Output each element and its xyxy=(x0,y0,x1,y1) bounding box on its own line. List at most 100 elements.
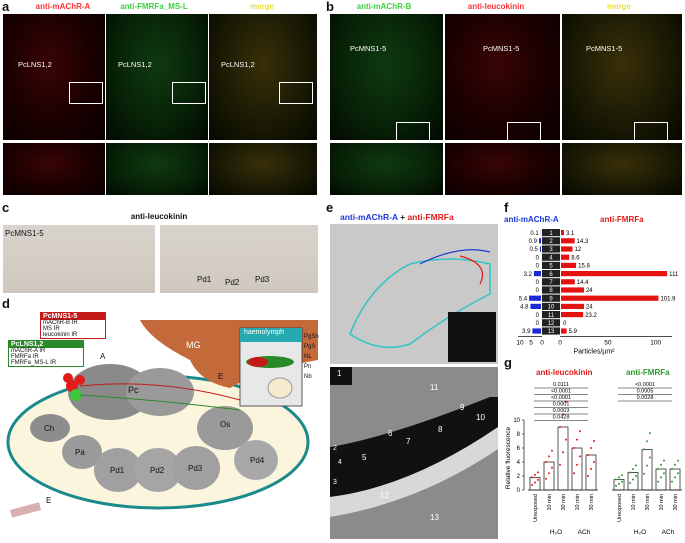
f-left-value: 0 xyxy=(536,321,540,327)
g-xcat-label: 10 min xyxy=(547,494,553,511)
panel-letter-a: a xyxy=(2,0,10,14)
f-category-label: 7 xyxy=(549,280,553,286)
g-pvalue: 0.0028 xyxy=(637,395,654,401)
f-left-bar xyxy=(530,303,541,309)
d-box-green-line-3: FMRFa_MS-L IR xyxy=(11,360,57,366)
f-category-box xyxy=(542,245,560,253)
f-right-bar xyxy=(561,303,584,309)
f-right-value: 15.8 xyxy=(578,264,590,270)
g-bar xyxy=(543,461,555,491)
g-xcat-label: 10 min xyxy=(575,494,581,511)
g-data-point xyxy=(657,480,659,483)
c-pd1: Pd1 xyxy=(197,275,212,284)
f-category-box xyxy=(542,327,560,335)
g-xcat-label: 10 min xyxy=(659,494,665,511)
b-zoom-box-1 xyxy=(396,122,430,140)
g-data-point xyxy=(621,474,623,477)
g-data-point xyxy=(576,463,578,466)
a-zoom-machr-a xyxy=(3,143,105,195)
g-data-point xyxy=(579,455,581,458)
c-image-right: Pd1 Pd2 Pd3 xyxy=(160,225,318,293)
f-right-value: 0 xyxy=(563,321,567,327)
e-em-8: 8 xyxy=(438,425,443,434)
g-data-point xyxy=(671,468,673,470)
f-right-value: 24 xyxy=(586,288,593,294)
f-left-value: 0 xyxy=(536,313,540,319)
f-xlabel: Particles/µm² xyxy=(574,349,616,356)
c-pd2: Pd2 xyxy=(225,278,240,287)
b-zoom-merge xyxy=(562,143,682,195)
f-right-value: 14.4 xyxy=(577,280,589,286)
e-em-9: 9 xyxy=(460,403,465,412)
g-pvalue: 0.0005 xyxy=(637,389,654,395)
g-xcat-label: 30 min xyxy=(645,494,651,511)
d-layer-nb: Nb xyxy=(304,374,312,380)
f-category-label: 11 xyxy=(548,313,555,319)
d-box-red: PcMNS1-5 mAChR-B IR MS IR leucokinin IR xyxy=(40,312,106,339)
d-organ-e1: E xyxy=(218,372,224,381)
g-data-point xyxy=(643,448,645,451)
g-data-point xyxy=(587,454,589,456)
f-right-bar xyxy=(561,262,577,268)
g-bar xyxy=(655,468,667,491)
d-box-green-line-2: FMRFa IR xyxy=(11,354,39,360)
g-data-point xyxy=(643,472,645,475)
g-data-point xyxy=(635,464,637,467)
f-right-value: 8.6 xyxy=(571,255,580,261)
d-layer-pgsh: PgSh xyxy=(304,334,319,340)
g-xcat-label: 10 min xyxy=(631,494,637,511)
f-category-box xyxy=(542,311,560,319)
d-organ-os: Os xyxy=(220,420,231,429)
e-micrograph-overlay xyxy=(349,249,496,362)
g-data-point xyxy=(646,440,648,443)
c-pd3: Pd3 xyxy=(255,275,270,284)
g-data-point xyxy=(545,477,547,480)
g-ytick-label: 8 xyxy=(517,432,521,438)
e-em-5: 5 xyxy=(362,453,367,462)
a-zoom-box-1 xyxy=(69,82,103,104)
a-zoom-box-3 xyxy=(279,82,313,104)
f-left-bar xyxy=(532,328,541,334)
f-right-tick: 0 xyxy=(558,340,562,347)
g-data-point xyxy=(649,456,651,459)
g-data-point xyxy=(632,478,634,481)
a-zoom-merge xyxy=(209,143,317,195)
g-xcat-label: 30 min xyxy=(589,494,595,511)
g-ylabel: Relative fluorescence xyxy=(505,427,512,490)
g-data-point xyxy=(548,472,550,475)
g-group-h2o: H₂O xyxy=(634,529,646,536)
g-bar xyxy=(557,426,569,491)
panel-letter-c: c xyxy=(2,200,10,215)
f-category-box xyxy=(542,286,560,294)
d-organ-pa: Pa xyxy=(75,448,85,457)
d-organ-mg: MG xyxy=(186,340,201,350)
g-data-point xyxy=(548,455,550,458)
f-right-bar xyxy=(561,230,564,236)
f-left-tick: 5 xyxy=(529,340,533,347)
b-label-1: PcMNS1-5 xyxy=(350,44,387,53)
f-right-value: 5.9 xyxy=(569,329,578,335)
g-ytick-label: 2 xyxy=(517,474,521,480)
g-data-point xyxy=(615,478,617,481)
g-data-point xyxy=(629,482,631,484)
f-right-bar xyxy=(561,279,575,285)
g-pvalue: <0.0001 xyxy=(635,382,655,388)
g-data-point xyxy=(618,482,620,485)
g-ytick-label: 0 xyxy=(517,488,521,494)
g-data-point xyxy=(551,466,553,469)
f-category-box xyxy=(542,319,560,327)
f-category-label: 13 xyxy=(548,329,555,335)
f-left-bar xyxy=(539,238,541,244)
b-title-2: anti-leucokinin xyxy=(467,2,525,11)
f-right-value: 23.2 xyxy=(585,313,597,319)
g-data-point xyxy=(674,463,676,466)
d-organ-pd1: Pd1 xyxy=(110,466,125,475)
d-box-red-title: PcMNS1-5 xyxy=(41,313,105,320)
f-right-tick: 50 xyxy=(604,340,612,347)
g-data-point xyxy=(671,480,673,483)
a-title-3: merge xyxy=(249,2,274,11)
f-right-bar xyxy=(561,238,575,244)
a-image-merge: PcLNS1,2 xyxy=(209,14,317,140)
f-category-label: 1 xyxy=(549,231,553,237)
d-organ-e2: E xyxy=(46,496,52,505)
